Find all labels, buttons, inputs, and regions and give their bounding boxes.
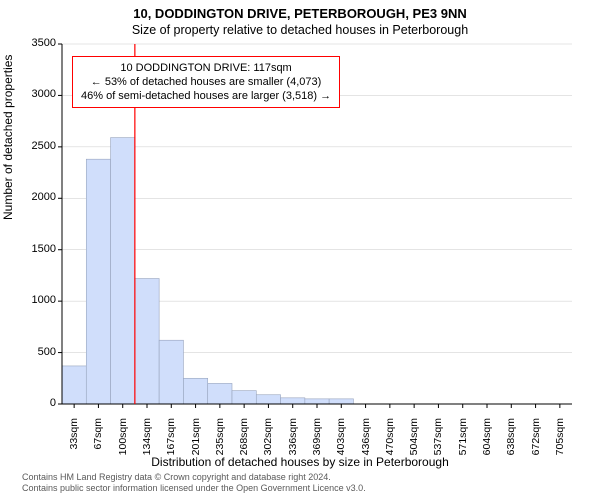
y-tick: 2500 bbox=[22, 140, 56, 152]
callout-line1: 10 DODDINGTON DRIVE: 117sqm bbox=[81, 61, 331, 75]
y-tick: 2000 bbox=[22, 191, 56, 203]
footer-text: Contains HM Land Registry data © Crown c… bbox=[22, 472, 578, 494]
y-tick: 3000 bbox=[22, 88, 56, 100]
footer-line1: Contains HM Land Registry data © Crown c… bbox=[22, 472, 578, 483]
marker-callout: 10 DODDINGTON DRIVE: 117sqm ← 53% of det… bbox=[72, 56, 340, 108]
chart-container: 10, DODDINGTON DRIVE, PETERBOROUGH, PE3 … bbox=[0, 0, 600, 500]
callout-line3: 46% of semi-detached houses are larger (… bbox=[81, 89, 331, 103]
y-tick: 0 bbox=[22, 397, 56, 409]
y-tick: 1500 bbox=[22, 243, 56, 255]
y-tick: 500 bbox=[22, 346, 56, 358]
y-tick: 1000 bbox=[22, 294, 56, 306]
page-title-line2: Size of property relative to detached ho… bbox=[0, 21, 600, 37]
y-tick: 3500 bbox=[22, 37, 56, 49]
callout-line2: ← 53% of detached houses are smaller (4,… bbox=[81, 75, 331, 89]
page-title-line1: 10, DODDINGTON DRIVE, PETERBOROUGH, PE3 … bbox=[0, 0, 600, 21]
footer-line2: Contains public sector information licen… bbox=[22, 483, 578, 494]
x-axis-label: Distribution of detached houses by size … bbox=[0, 455, 600, 469]
y-axis-label: Number of detached properties bbox=[1, 55, 15, 220]
